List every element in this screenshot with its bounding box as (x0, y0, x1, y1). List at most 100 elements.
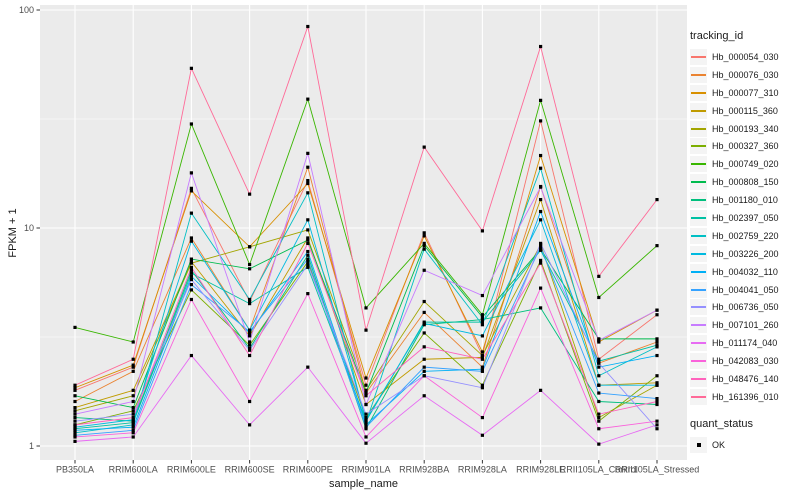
data-point (655, 244, 659, 248)
data-point (189, 236, 193, 240)
data-point (364, 388, 368, 392)
series-color-key-icon (690, 245, 707, 262)
data-point (131, 399, 135, 404)
data-point (422, 231, 426, 235)
data-point (189, 283, 193, 287)
data-point (364, 412, 368, 416)
data-point (306, 236, 310, 240)
data-point (73, 425, 77, 429)
data-point (539, 218, 543, 222)
legend-item: Hb_000077_310 (690, 84, 800, 102)
x-tick-label: RRII105LA_Stressed (615, 465, 700, 475)
series-color-line (691, 91, 706, 94)
x-tick-label: RRIM600LA (109, 465, 158, 475)
data-point (597, 374, 601, 378)
data-point (539, 248, 543, 252)
data-point (364, 423, 368, 427)
data-point (248, 399, 252, 404)
data-point (364, 425, 368, 429)
data-point (364, 376, 368, 380)
x-tick-label: RRIM600SE (225, 465, 275, 475)
series-color-key-icon (690, 209, 707, 226)
legend-label: Hb_007101_260 (712, 320, 779, 331)
legend-label: Hb_048476_140 (712, 373, 779, 384)
x-tick-label: RRIM928LE (516, 465, 565, 475)
data-point (539, 241, 543, 245)
data-point (539, 119, 543, 123)
data-point (480, 318, 484, 322)
data-point (480, 353, 484, 358)
legend-item: Hb_000808_150 (690, 173, 800, 191)
data-point (422, 345, 426, 349)
data-point (189, 257, 193, 261)
legend-item: Hb_161396_010 (690, 388, 800, 406)
legend-label: Hb_000076_030 (712, 69, 779, 80)
legend-item: Hb_007101_260 (690, 316, 800, 334)
data-point (422, 241, 426, 245)
data-point (189, 265, 193, 269)
data-point (364, 421, 368, 425)
series-color-key-icon (690, 66, 707, 83)
data-point (480, 365, 484, 369)
data-point (306, 178, 310, 183)
data-point (422, 244, 426, 248)
data-point (422, 394, 426, 398)
data-point (189, 186, 193, 190)
legend-label: Hb_002759_220 (712, 230, 779, 241)
data-point (364, 306, 368, 310)
data-point (597, 338, 601, 343)
data-point (189, 271, 193, 275)
data-point (73, 383, 77, 387)
data-point (131, 421, 135, 425)
data-point (306, 151, 310, 155)
data-point (189, 239, 193, 243)
x-tick-label: RRIM600LE (167, 465, 216, 475)
x-axis-title: sample_name (328, 478, 399, 490)
data-point (248, 353, 252, 358)
legend-label: Hb_006736_050 (712, 302, 779, 313)
series-color-line (691, 252, 706, 255)
data-point (131, 369, 135, 373)
data-point (655, 345, 659, 349)
legend-label: Hb_002397_050 (712, 212, 779, 223)
data-point (480, 357, 484, 361)
data-point (539, 166, 543, 170)
series-color-key-icon (690, 281, 707, 298)
y-tick-label: 100 (19, 5, 34, 15)
data-point (73, 433, 77, 437)
series-color-line (691, 288, 706, 291)
data-point (131, 431, 135, 435)
data-point (131, 428, 135, 432)
data-point (480, 355, 484, 359)
data-point (539, 261, 543, 265)
data-point (655, 423, 659, 427)
data-point (597, 359, 601, 363)
x-tick-label: RRIM600PE (283, 465, 333, 475)
data-point (364, 415, 368, 420)
data-point (364, 402, 368, 407)
legend-label: Hb_000077_310 (712, 87, 779, 98)
data-point (655, 308, 659, 312)
data-point (480, 313, 484, 317)
data-point (306, 257, 310, 261)
data-point (597, 361, 601, 365)
legend-item: Hb_000327_360 (690, 137, 800, 155)
data-point (248, 340, 252, 344)
series-color-line (691, 342, 706, 345)
legend-item-ok: OK (690, 436, 800, 454)
data-point (364, 418, 368, 422)
legend-item: Hb_004032_110 (690, 263, 800, 281)
data-point (306, 265, 310, 269)
data-point (189, 297, 193, 302)
data-point (189, 189, 193, 193)
data-point (597, 442, 601, 446)
data-point (189, 211, 193, 215)
data-point (73, 412, 77, 416)
legend-label: Hb_000054_030 (712, 51, 779, 62)
data-point (248, 299, 252, 304)
data-point (248, 348, 252, 352)
series-color-line (691, 181, 706, 184)
data-point (73, 394, 77, 398)
legend-label: Hb_000115_360 (712, 105, 778, 116)
